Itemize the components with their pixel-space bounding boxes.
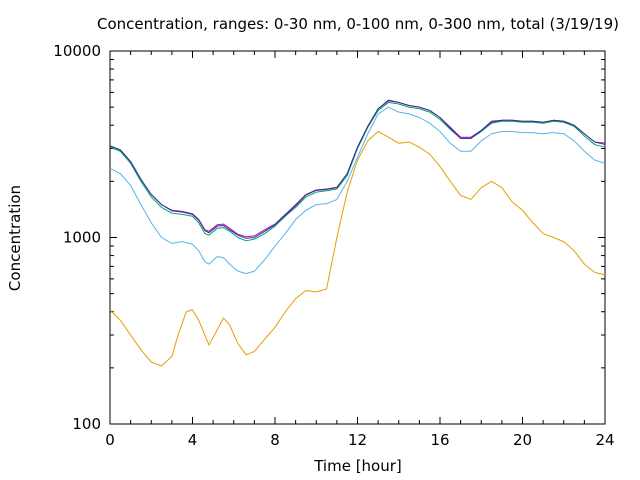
y-tick-label: 100 <box>72 415 101 433</box>
x-tick-label: 20 <box>513 431 532 449</box>
y-axis: 100 1000 10000 <box>53 42 605 433</box>
series-line-2 <box>109 106 606 275</box>
x-axis-label: Time [hour] <box>313 457 402 475</box>
plot-frame <box>109 50 606 425</box>
x-tick-label: 8 <box>270 431 280 449</box>
x-tick-label: 24 <box>595 431 614 449</box>
x-axis: 0 4 8 12 16 20 24 <box>105 51 615 449</box>
x-tick-label: 4 <box>188 431 198 449</box>
series-layer <box>109 99 606 367</box>
x-tick-label: 16 <box>430 431 449 449</box>
y-tick-label: 1000 <box>63 229 101 247</box>
series-line-5 <box>109 99 606 239</box>
chart-title: Concentration, ranges: 0-30 nm, 0-100 nm… <box>97 15 619 33</box>
series-line-1 <box>109 131 606 367</box>
y-tick-label: 10000 <box>53 42 101 60</box>
x-tick-label: 12 <box>348 431 367 449</box>
x-tick-label: 0 <box>105 431 115 449</box>
series-line-3 <box>109 101 606 242</box>
y-axis-label: Concentration <box>6 185 24 291</box>
